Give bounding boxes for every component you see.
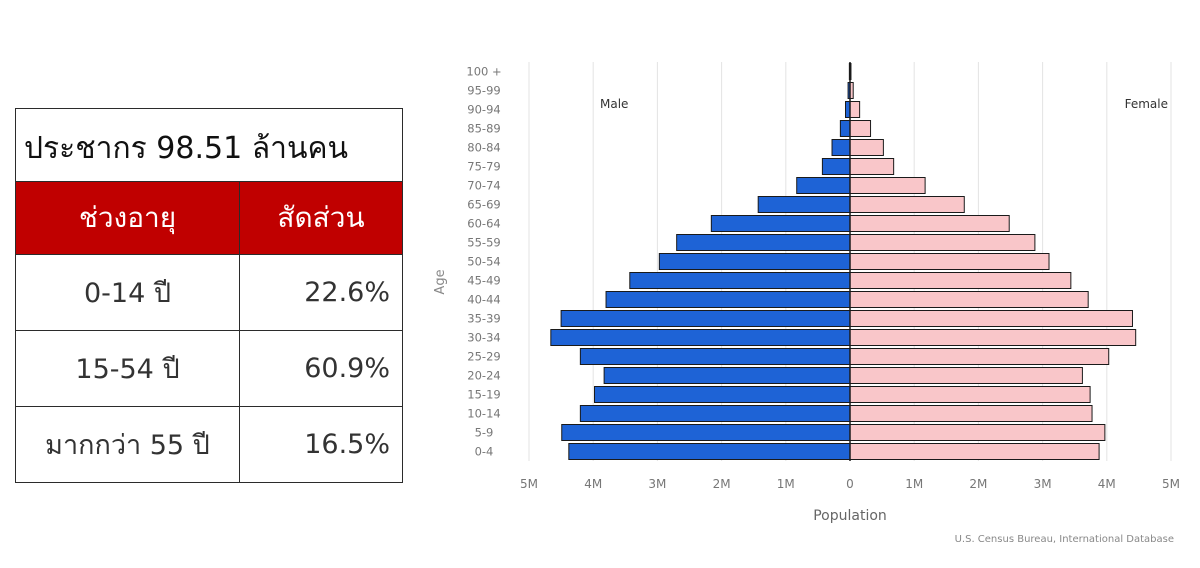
x-tick-label: 3M bbox=[1034, 477, 1052, 491]
table-header-row: ช่วงอายุ สัดส่วน bbox=[16, 182, 402, 255]
male-bar bbox=[605, 291, 851, 308]
age-group-label: 0-4 bbox=[475, 445, 494, 459]
female-bar bbox=[849, 272, 1072, 289]
male-bar bbox=[658, 253, 851, 270]
male-bar bbox=[710, 215, 851, 232]
male-bar bbox=[579, 405, 851, 422]
female-bar bbox=[849, 405, 1093, 422]
female-bar bbox=[849, 101, 861, 118]
table-title: ประชากร 98.51 ล้านคน bbox=[16, 109, 402, 182]
table-row: 0-14 ปี 22.6% bbox=[16, 255, 402, 331]
female-bar bbox=[849, 367, 1083, 384]
share-cell: 22.6% bbox=[304, 277, 390, 308]
male-bar bbox=[821, 158, 851, 175]
x-tick-label: 0 bbox=[846, 477, 854, 491]
female-bar bbox=[849, 215, 1010, 232]
male-bar bbox=[676, 234, 851, 251]
male-bar bbox=[757, 196, 851, 213]
y-axis-title: Age bbox=[433, 269, 448, 294]
male-bar bbox=[593, 386, 851, 403]
male-bar bbox=[796, 177, 851, 194]
x-tick-label: 3M bbox=[648, 477, 666, 491]
age-group-label: 75-79 bbox=[467, 160, 500, 174]
male-bar bbox=[831, 139, 851, 156]
x-tick-label: 2M bbox=[713, 477, 731, 491]
x-tick-label: 4M bbox=[1098, 477, 1116, 491]
male-label: Male bbox=[600, 97, 628, 111]
chart-labels: 5M 4M 3M 2M 1M 0 1M 2M 3M 4M 5M 100 + 95-99 90-94 85-8… bbox=[466, 65, 1180, 492]
age-group-label: 80-84 bbox=[467, 141, 500, 155]
age-group-label: 95-99 bbox=[467, 84, 500, 98]
x-tick-label: 4M bbox=[584, 477, 602, 491]
age-group-label: 55-59 bbox=[467, 236, 500, 250]
age-range-cell: มากกว่า 55 ปี bbox=[16, 407, 240, 482]
share-cell: 16.5% bbox=[304, 429, 390, 460]
x-tick-label: 5M bbox=[520, 477, 538, 491]
age-group-label: 40-44 bbox=[467, 293, 500, 307]
chart-bars bbox=[550, 62, 1137, 461]
table-row: 15-54 ปี 60.9% bbox=[16, 331, 402, 407]
female-bar bbox=[849, 234, 1036, 251]
age-group-label: 100 + bbox=[466, 65, 501, 79]
female-bar bbox=[849, 139, 884, 156]
age-group-label: 50-54 bbox=[467, 255, 500, 269]
age-group-label: 65-69 bbox=[467, 198, 500, 212]
male-bar bbox=[839, 120, 851, 137]
female-label: Female bbox=[1125, 97, 1168, 111]
x-tick-label: 1M bbox=[905, 477, 923, 491]
age-group-label: 25-29 bbox=[467, 350, 500, 364]
age-summary-table: ประชากร 98.51 ล้านคน ช่วงอายุ สัดส่วน 0-… bbox=[15, 108, 403, 483]
male-bar bbox=[579, 348, 851, 365]
female-bar bbox=[849, 177, 926, 194]
x-tick-label: 1M bbox=[777, 477, 795, 491]
male-bar bbox=[550, 329, 851, 346]
female-bar bbox=[849, 158, 895, 175]
female-bar bbox=[849, 253, 1050, 270]
age-group-label: 30-34 bbox=[467, 331, 500, 345]
age-group-label: 35-39 bbox=[467, 312, 500, 326]
age-group-label: 15-19 bbox=[467, 388, 500, 402]
female-bar bbox=[849, 291, 1089, 308]
female-bar bbox=[849, 310, 1133, 327]
female-bar bbox=[849, 424, 1106, 441]
population-pyramid-chart: 5M 4M 3M 2M 1M 0 1M 2M 3M 4M 5M 100 + 95-99 90-94 85-8… bbox=[433, 62, 1180, 545]
table-row: มากกว่า 55 ปี 16.5% bbox=[16, 407, 402, 482]
age-group-label: 5-9 bbox=[475, 426, 494, 440]
male-bar bbox=[568, 443, 851, 460]
female-bar bbox=[849, 348, 1110, 365]
age-group-label: 90-94 bbox=[467, 103, 500, 117]
male-bar bbox=[561, 424, 851, 441]
x-tick-label: 5M bbox=[1162, 477, 1180, 491]
male-bar bbox=[629, 272, 851, 289]
age-group-label: 20-24 bbox=[467, 369, 500, 383]
female-bar bbox=[849, 120, 872, 137]
age-group-label: 60-64 bbox=[467, 217, 500, 231]
female-bar bbox=[849, 329, 1137, 346]
header-age-range: ช่วงอายุ bbox=[16, 182, 240, 254]
age-range-cell: 15-54 ปี bbox=[16, 331, 240, 406]
header-share: สัดส่วน bbox=[240, 182, 402, 254]
male-bar bbox=[603, 367, 851, 384]
x-axis-title: Population bbox=[813, 508, 887, 524]
age-group-label: 45-49 bbox=[467, 274, 500, 288]
female-bar bbox=[849, 443, 1100, 460]
x-tick-label: 2M bbox=[969, 477, 987, 491]
female-bar bbox=[849, 386, 1091, 403]
age-group-label: 85-89 bbox=[467, 122, 500, 136]
age-group-label: 10-14 bbox=[467, 407, 500, 421]
share-cell: 60.9% bbox=[304, 353, 390, 384]
age-group-label: 70-74 bbox=[467, 179, 500, 193]
age-range-cell: 0-14 ปี bbox=[16, 255, 240, 330]
female-bar bbox=[849, 196, 965, 213]
source-note: U.S. Census Bureau, International Databa… bbox=[955, 534, 1174, 545]
male-bar bbox=[560, 310, 851, 327]
